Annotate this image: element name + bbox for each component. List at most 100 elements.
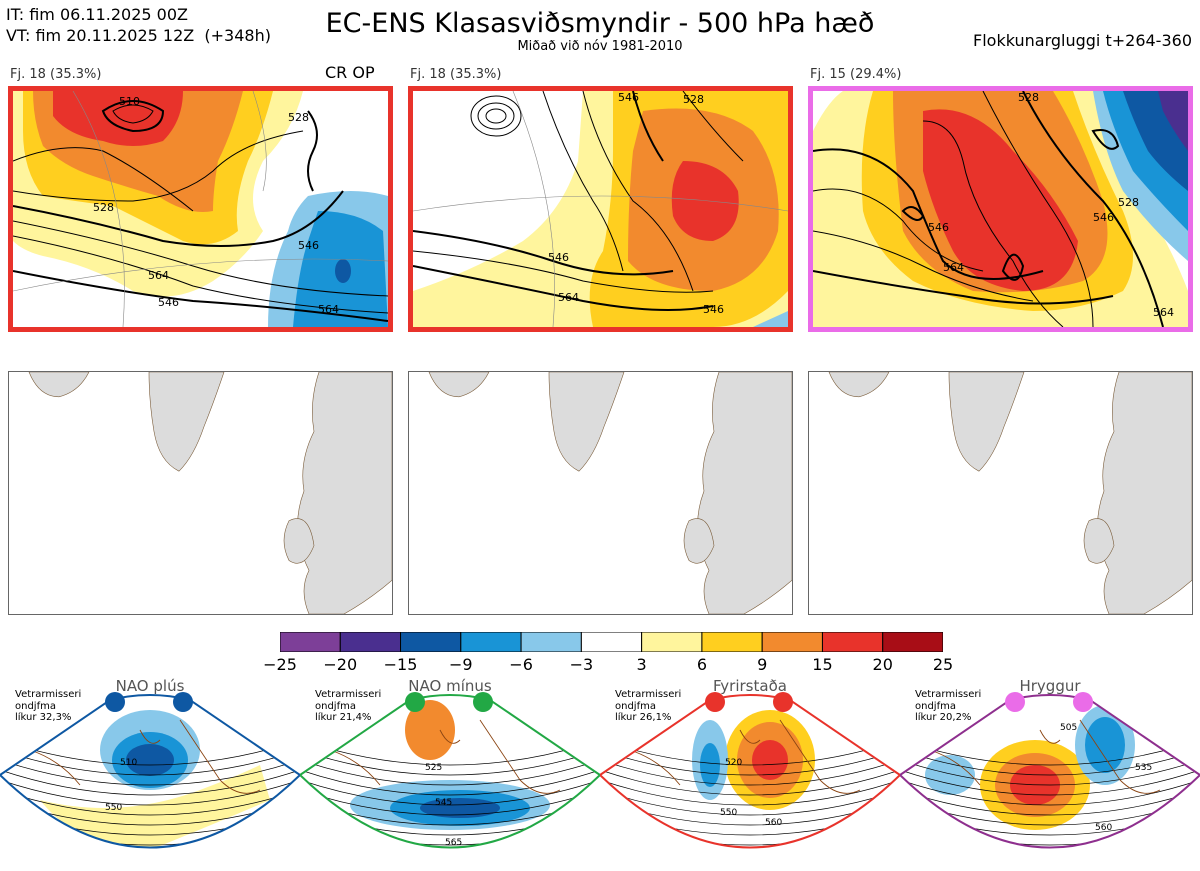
height-contour bbox=[600, 749, 900, 776]
anomaly-band bbox=[40, 765, 270, 848]
regime-title: NAO mínus bbox=[408, 677, 492, 695]
regime-dot-icon bbox=[405, 692, 425, 712]
height-contour bbox=[900, 789, 1200, 816]
empty-map-2-graphic bbox=[428, 372, 792, 614]
regime-dot-icon bbox=[705, 692, 725, 712]
colorbar-segment bbox=[400, 632, 462, 652]
contour-label: 525 bbox=[425, 763, 442, 773]
colorbar-segment bbox=[520, 632, 582, 652]
regime-title: NAO plús bbox=[115, 677, 185, 695]
contour-label: 546 bbox=[298, 239, 319, 252]
regime-map: 510 550 bbox=[0, 692, 300, 849]
empty-map-3-graphic bbox=[828, 372, 1192, 614]
contour-label: 546 bbox=[618, 91, 639, 104]
contour-label: 564 bbox=[1153, 306, 1174, 319]
height-contour bbox=[600, 779, 900, 806]
regime-dot-icon bbox=[773, 692, 793, 712]
contour-label: 564 bbox=[943, 261, 964, 274]
colorbar-tick-label: −25 bbox=[263, 655, 297, 674]
colorbar-tick-label: −9 bbox=[449, 655, 473, 674]
colorbar-segment bbox=[580, 632, 643, 652]
contour-label: 565 bbox=[445, 838, 462, 848]
regime-probability: Vetrarmisseri ondjfma líkur 21,4% bbox=[315, 689, 382, 723]
regime-dot-icon bbox=[473, 692, 493, 712]
colorbar-segment bbox=[280, 632, 341, 652]
contour-label: 564 bbox=[148, 269, 169, 282]
anomaly-blob bbox=[700, 743, 720, 787]
anomaly-blob bbox=[925, 755, 975, 795]
regime-probability: Vetrarmisseri ondjfma líkur 20,2% bbox=[915, 689, 982, 723]
cluster-map-3-graphic: 528 528 546 546 564 564 bbox=[813, 91, 1188, 327]
panel-2-label: Fj. 18 (35.3%) bbox=[410, 67, 502, 82]
height-contour bbox=[900, 759, 1200, 786]
regime-probability: Vetrarmisseri ondjfma líkur 32,3% bbox=[15, 689, 82, 723]
height-contour bbox=[0, 789, 300, 816]
regime-dot-icon bbox=[1005, 692, 1025, 712]
height-contour bbox=[600, 789, 900, 816]
height-contour bbox=[300, 739, 600, 766]
regime-frame bbox=[0, 694, 300, 849]
contour-label: 510 bbox=[119, 95, 140, 108]
colorbar-tick-label: 25 bbox=[932, 655, 954, 674]
cluster-map-2-graphic: 546 528 546 564 546 bbox=[413, 91, 788, 327]
regime-dot-icon bbox=[173, 692, 193, 712]
empty-map-2[interactable] bbox=[408, 371, 793, 615]
cluster-map-2[interactable]: 546 528 546 564 546 bbox=[408, 86, 793, 332]
height-contour bbox=[900, 739, 1200, 766]
height-contour bbox=[300, 779, 600, 806]
panel-3-label: Fj. 15 (29.4%) bbox=[810, 67, 902, 82]
cluster-map-1-graphic: 510 528 546 564 528 546 564 bbox=[13, 91, 388, 327]
anomaly-blob bbox=[1025, 849, 1055, 861]
empty-map-1[interactable] bbox=[8, 371, 393, 615]
regime-dot-icon bbox=[105, 692, 125, 712]
height-contour bbox=[300, 749, 600, 776]
colorbar-segment bbox=[821, 632, 884, 652]
valid-time: VT: fim 20.11.2025 12Z (+348h) bbox=[6, 26, 271, 45]
contour-label: 505 bbox=[1060, 723, 1077, 733]
contour-label: 528 bbox=[1018, 91, 1039, 104]
contour-label: 520 bbox=[725, 758, 742, 768]
regime-map: 520 550 560 bbox=[600, 692, 900, 849]
height-contour bbox=[900, 779, 1200, 806]
cluster-map-3[interactable]: 528 528 546 546 564 564 bbox=[808, 86, 1193, 332]
anomaly-blob bbox=[126, 744, 174, 776]
empty-map-3[interactable] bbox=[808, 371, 1193, 615]
contour-label: 546 bbox=[703, 303, 724, 316]
colorbar-segment bbox=[460, 632, 522, 652]
contour-label: 550 bbox=[720, 808, 737, 818]
panel-1-marker: CR OP bbox=[325, 63, 375, 82]
colorbar-segment bbox=[701, 632, 763, 652]
colorbar-tick-label: −15 bbox=[383, 655, 418, 674]
height-contour bbox=[0, 739, 300, 766]
regime-map: 505 535 560 bbox=[900, 692, 1200, 861]
colorbar-tick-label: 9 bbox=[757, 655, 768, 674]
header-times: IT: fim 06.11.2025 00Z VT: fim 20.11.2025… bbox=[6, 4, 271, 46]
contour-label: 546 bbox=[548, 251, 569, 264]
contour-label: 546 bbox=[1093, 211, 1114, 224]
height-contour bbox=[900, 769, 1200, 796]
contour-label: 528 bbox=[288, 111, 309, 124]
anomaly-blob bbox=[420, 798, 500, 818]
panel-1-label: Fj. 18 (35.3%) bbox=[10, 67, 102, 82]
regime-frame bbox=[600, 694, 900, 849]
contour-label: 560 bbox=[765, 818, 782, 828]
colorbar-tick-label: −6 bbox=[509, 655, 533, 674]
height-contour bbox=[600, 769, 900, 796]
contour-label: 528 bbox=[683, 93, 704, 106]
colorbar-segment bbox=[641, 632, 703, 652]
height-contour bbox=[0, 749, 300, 776]
colorbar bbox=[280, 632, 943, 652]
colorbar-segment bbox=[339, 632, 402, 652]
contour-label: 546 bbox=[158, 296, 179, 309]
anomaly-blob bbox=[1085, 717, 1125, 773]
height-contour bbox=[300, 759, 600, 786]
height-contour bbox=[900, 749, 1200, 776]
regime-title: Fyrirstaða bbox=[713, 677, 787, 695]
colorbar-segment bbox=[761, 632, 823, 652]
contour-label: 564 bbox=[318, 303, 339, 316]
contour-label: 546 bbox=[928, 221, 949, 234]
cluster-map-1[interactable]: 510 528 546 564 528 546 564 bbox=[8, 86, 393, 332]
anomaly-blob bbox=[752, 740, 788, 780]
regime-frame bbox=[900, 694, 1200, 849]
contour-label: 545 bbox=[435, 798, 452, 808]
